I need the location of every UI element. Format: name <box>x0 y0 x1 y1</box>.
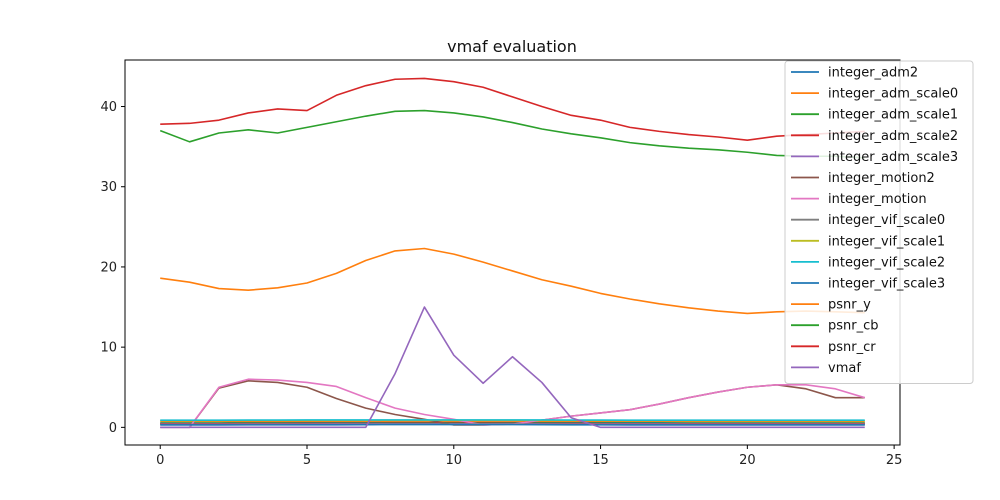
legend-label: psnr_cb <box>828 319 879 334</box>
legend-label: integer_vif_scale2 <box>828 255 945 270</box>
x-axis: 0 5 10 15 20 25 <box>156 445 902 468</box>
legend-label: integer_vif_scale0 <box>828 213 945 228</box>
legend-item: psnr_cr <box>791 340 876 355</box>
legend-label: psnr_y <box>828 298 871 313</box>
legend-item: integer_adm2 <box>791 66 918 81</box>
legend-label: integer_adm_scale2 <box>828 129 958 144</box>
x-tick-label: 20 <box>739 453 756 468</box>
y-tick-label: 10 <box>100 341 117 356</box>
legend-label: integer_motion <box>828 192 927 207</box>
legend-label: integer_motion2 <box>828 171 935 186</box>
legend-item: integer_motion2 <box>791 171 935 186</box>
legend-label: integer_adm2 <box>828 66 918 81</box>
legend-item: vmaf <box>791 361 861 376</box>
legend-item: psnr_y <box>791 298 871 313</box>
x-tick-label: 15 <box>592 453 609 468</box>
legend-item: integer_adm_scale3 <box>791 150 958 165</box>
legend-item: integer_adm_scale2 <box>791 129 958 144</box>
legend-item: integer_vif_scale0 <box>791 213 945 228</box>
series-line-psnr-y <box>160 247 865 315</box>
legend-item: psnr_cb <box>791 319 879 334</box>
legend-label: vmaf <box>828 361 861 376</box>
legend-item: integer_motion <box>791 192 927 207</box>
legend-label: integer_adm_scale3 <box>828 150 958 165</box>
y-tick-label: 30 <box>100 180 117 195</box>
series-line-psnr-cr <box>160 77 865 142</box>
legend-item: integer_adm_scale1 <box>791 108 958 123</box>
y-tick-label: 20 <box>100 260 117 275</box>
legend-label: integer_vif_scale3 <box>828 277 945 292</box>
legend-box <box>784 60 974 384</box>
legend-item: integer_vif_scale3 <box>791 277 945 292</box>
x-tick-label: 10 <box>446 453 463 468</box>
x-tick-label: 5 <box>303 453 311 468</box>
legend-item: integer_vif_scale1 <box>791 234 945 249</box>
legend-label: psnr_cr <box>828 340 876 355</box>
y-tick-label: 40 <box>100 100 117 115</box>
x-tick-label: 0 <box>156 453 164 468</box>
legend-label: integer_adm_scale1 <box>828 108 958 123</box>
series-line-vmaf <box>160 306 865 429</box>
series-line-psnr-cb <box>159 109 865 159</box>
legend-label: integer_adm_scale0 <box>828 87 958 102</box>
y-tick-label: 0 <box>109 421 117 436</box>
x-tick-label: 25 <box>886 453 903 468</box>
legend-item: integer_vif_scale2 <box>791 255 945 270</box>
y-axis: 0 10 20 30 40 <box>100 100 125 436</box>
series-layer <box>159 77 866 429</box>
chart-title: vmaf evaluation <box>447 37 577 56</box>
legend: integer_adm2 integer_adm_scale0 integer_ad… <box>784 60 974 384</box>
legend-item: integer_adm_scale0 <box>791 87 958 102</box>
axes-frame <box>124 59 901 446</box>
legend-label: integer_vif_scale1 <box>828 234 945 249</box>
